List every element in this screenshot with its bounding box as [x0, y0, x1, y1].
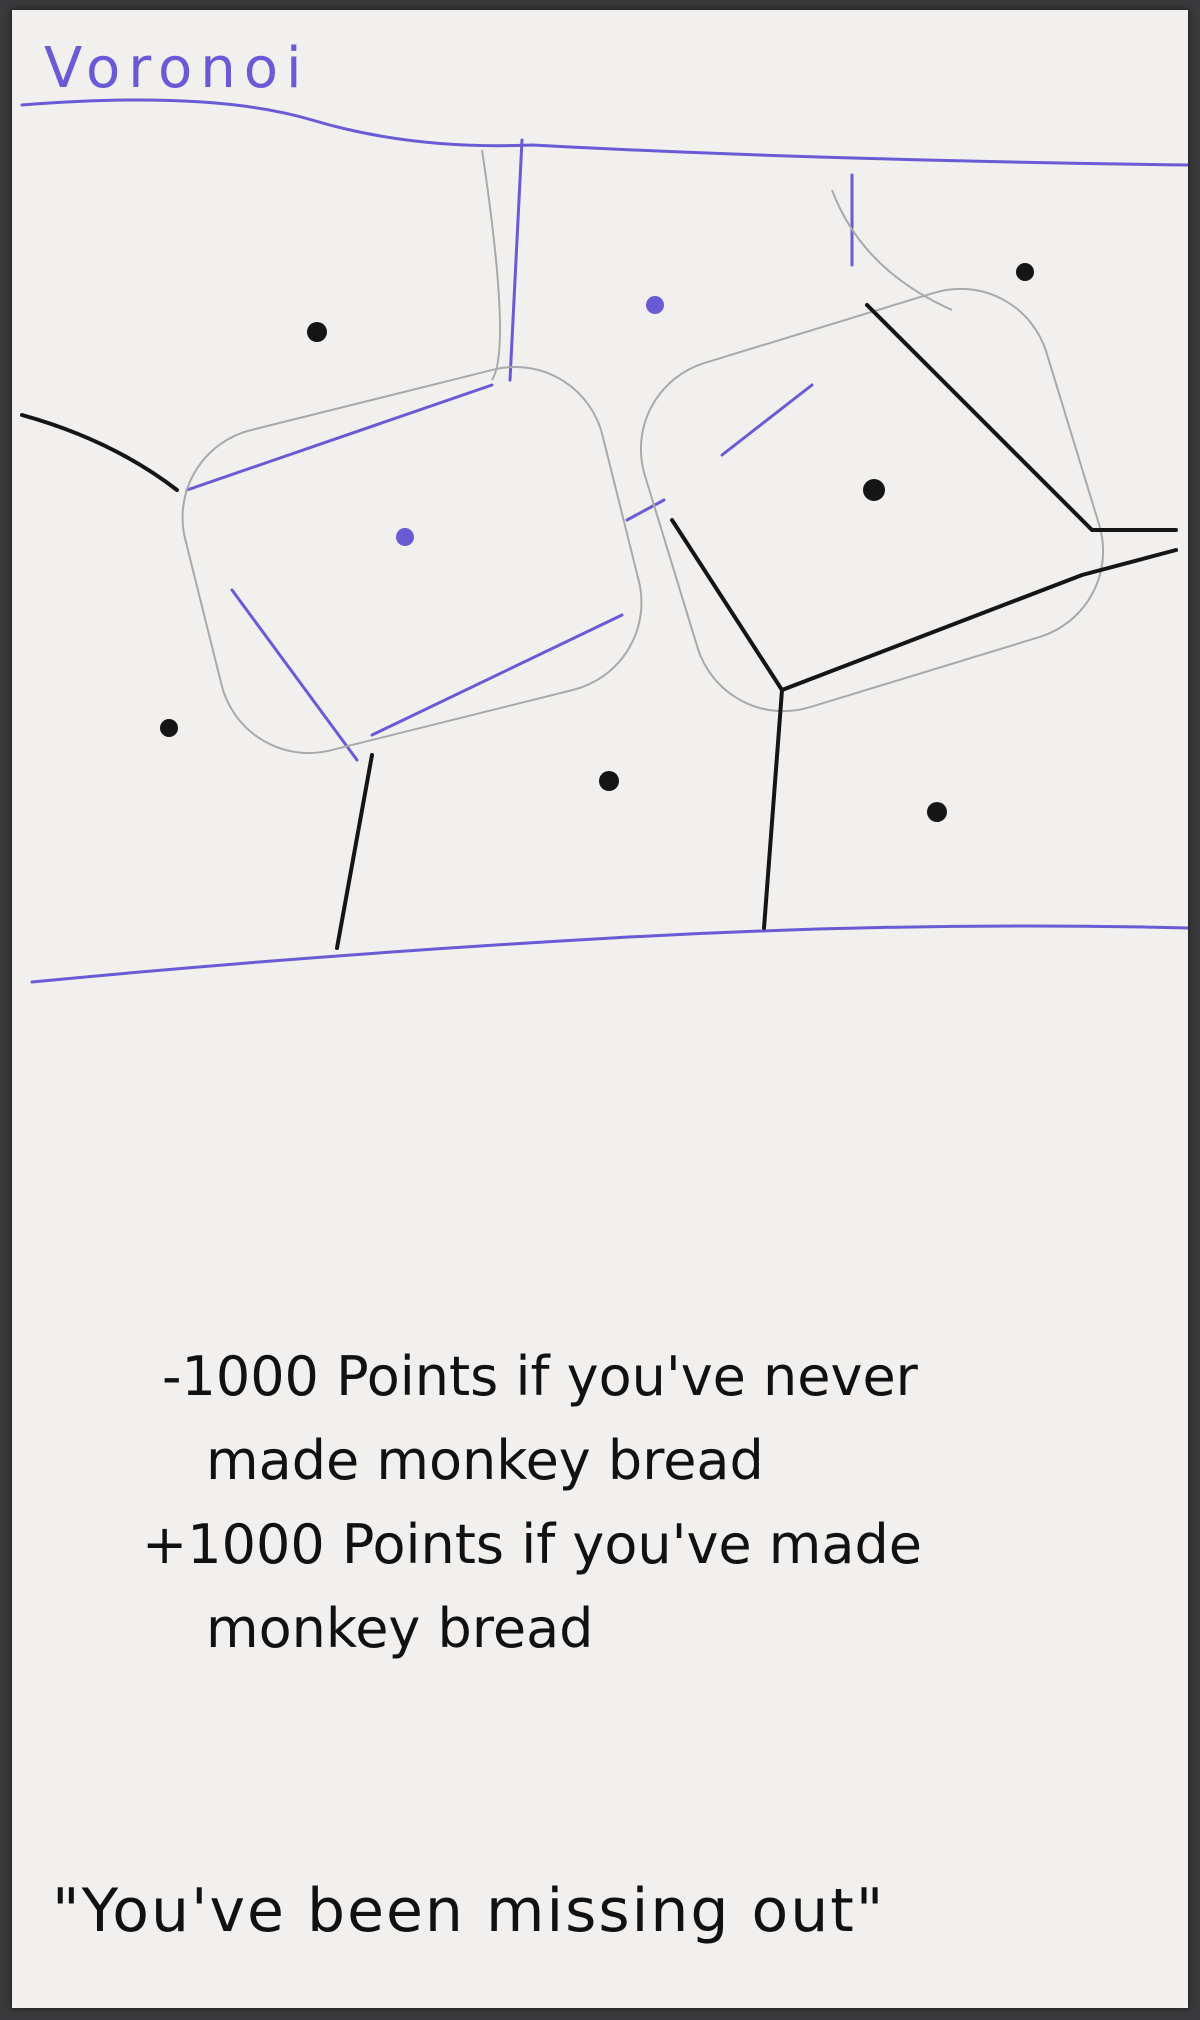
purple-edge — [508, 138, 524, 382]
bottom-boundary-line — [30, 924, 1188, 984]
purple-edges — [20, 98, 1188, 984]
seed-point — [599, 771, 619, 791]
black-edge — [780, 548, 1178, 692]
quote-text: "You've been missing out" — [52, 1876, 886, 1946]
pencil-curve — [481, 149, 501, 381]
purple-edge — [230, 588, 359, 762]
pencil-cell — [181, 365, 643, 755]
pencil-curve — [831, 189, 953, 311]
voronoi-diagram — [20, 98, 1188, 984]
seed-point — [396, 528, 414, 546]
index-card: Voronoi — [12, 10, 1188, 2008]
purple-edge — [720, 383, 814, 457]
note-line: made monkey bread — [206, 1429, 764, 1492]
notes-block: -1000 Points if you've never made monkey… — [142, 1335, 1162, 1671]
black-edge — [670, 518, 784, 692]
seed-points — [160, 263, 1034, 822]
seed-point — [927, 802, 947, 822]
seed-point — [160, 719, 178, 737]
note-line: -1000 Points if you've never — [162, 1345, 918, 1408]
title-text: Voronoi — [44, 36, 310, 101]
pencil-outlines — [181, 149, 1105, 755]
black-edge — [335, 753, 374, 950]
seed-point — [646, 296, 664, 314]
seed-point — [1016, 263, 1034, 281]
black-edge — [20, 413, 179, 492]
purple-edge — [185, 383, 494, 492]
black-edges — [20, 303, 1178, 950]
note-line: +1000 Points if you've made — [142, 1513, 922, 1576]
note-line: monkey bread — [206, 1597, 594, 1660]
purple-edge — [370, 613, 624, 737]
black-edge — [865, 303, 1178, 532]
pencil-cell — [639, 287, 1105, 713]
top-boundary-line — [20, 98, 1188, 167]
black-edge — [762, 688, 784, 930]
seed-point — [863, 479, 885, 501]
purple-edge — [625, 498, 666, 522]
seed-point — [307, 322, 327, 342]
